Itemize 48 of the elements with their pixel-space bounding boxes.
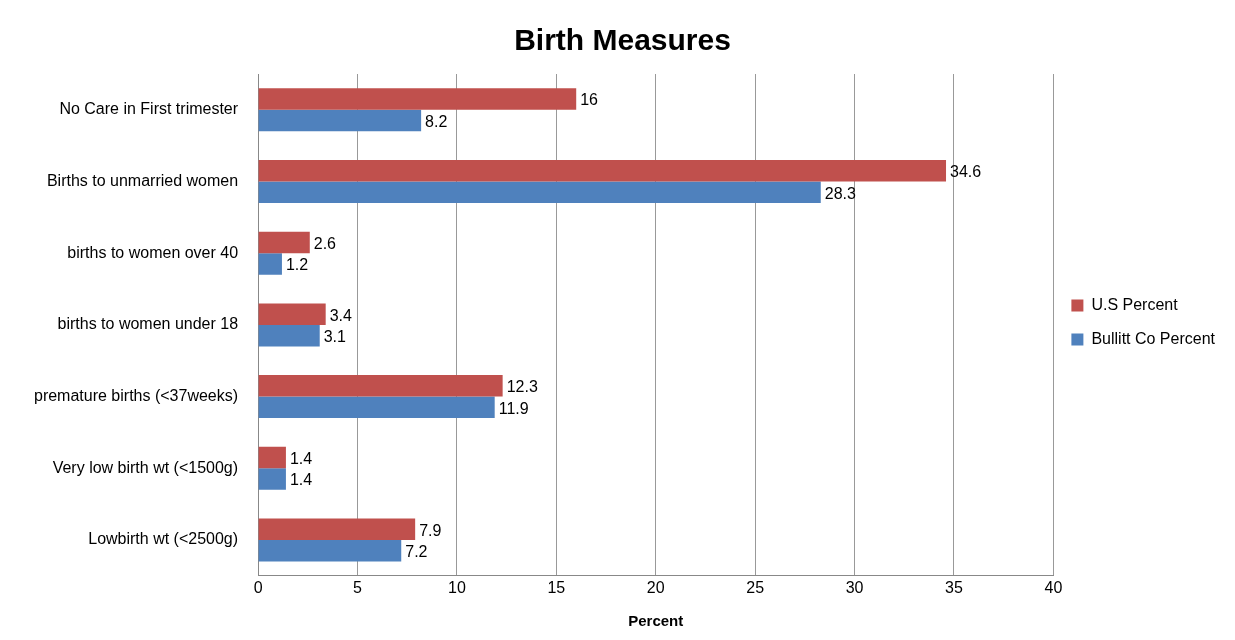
y-tick-label: premature births (<37weeks)	[33, 386, 239, 404]
bar	[258, 446, 286, 469]
data-label: 1.4	[289, 449, 313, 467]
data-label: 11.9	[498, 399, 529, 417]
bar	[258, 88, 577, 110]
x-tick-label: 5	[353, 578, 363, 596]
bar	[258, 468, 286, 490]
y-tick-label: Lowbirth wt (<2500g)	[88, 530, 239, 548]
y-tick-label: Very low birth wt (<1500g)	[52, 458, 239, 476]
legend-label: Bullitt Co Percent	[1091, 329, 1216, 347]
bar	[258, 181, 821, 204]
data-label: 1.2	[285, 256, 309, 274]
data-label: 28.3	[824, 184, 857, 202]
x-tick-label: 25	[746, 578, 765, 596]
chart-title: Birth Measures	[514, 23, 731, 57]
legend-label: U.S Percent	[1091, 295, 1179, 313]
bar	[258, 539, 402, 562]
y-tick-label: births to women over 40	[67, 243, 239, 261]
data-label: 1.4	[289, 471, 313, 489]
x-tick-label: 10	[448, 578, 466, 596]
bar	[258, 303, 326, 325]
data-label: 3.1	[323, 328, 347, 346]
x-tick-label: 35	[945, 578, 963, 596]
data-label: 7.9	[419, 521, 442, 539]
data-label: 16	[580, 91, 599, 109]
data-label: 2.6	[313, 234, 337, 252]
bar	[258, 396, 495, 419]
data-label: 7.2	[405, 543, 428, 561]
bar	[258, 231, 310, 254]
x-tick-label: 15	[547, 578, 566, 596]
bar	[258, 253, 282, 275]
x-tick-label: 40	[1044, 578, 1063, 596]
data-label: 8.2	[425, 113, 448, 130]
bar	[258, 375, 503, 397]
bar	[258, 518, 416, 540]
x-tick-label: 30	[845, 578, 864, 596]
y-tick-label: births to women under 18	[57, 315, 239, 333]
x-tick-label: 20	[646, 578, 665, 596]
x-tick-label: 0	[253, 578, 263, 596]
bar	[258, 109, 422, 132]
y-tick-label: Births to unmarried women	[46, 171, 239, 189]
data-label: 12.3	[506, 378, 538, 396]
bar	[258, 324, 320, 347]
x-axis-title: Percent	[628, 612, 684, 630]
data-label: 3.4	[329, 306, 353, 324]
bar	[258, 160, 947, 182]
y-tick-label: No Care in First trimester	[59, 100, 239, 118]
data-label: 34.6	[950, 163, 982, 181]
